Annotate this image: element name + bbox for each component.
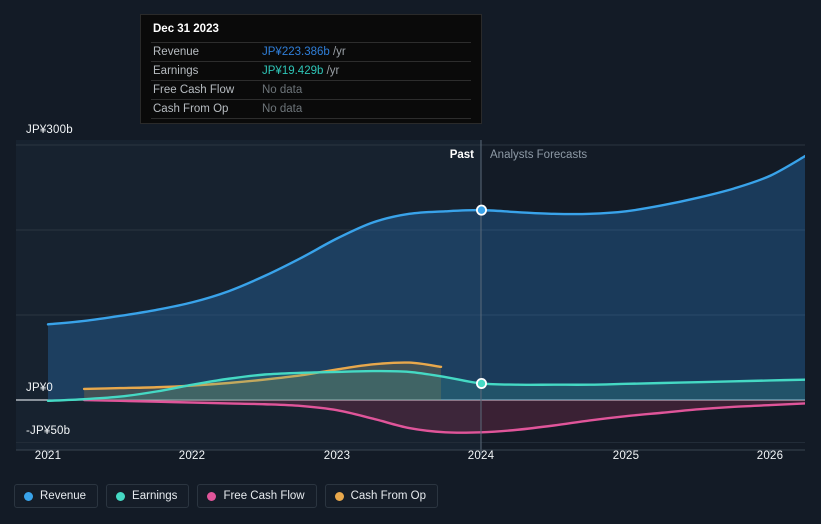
legend-item-free-cash-flow[interactable]: Free Cash Flow <box>197 484 317 508</box>
tooltip-row: Cash From Op No data <box>151 99 471 119</box>
tooltip-row: Free Cash Flow No data <box>151 80 471 100</box>
tooltip-row-label: Revenue <box>153 46 200 58</box>
legend-item-label: Cash From Op <box>350 490 427 502</box>
series-line <box>82 361 443 391</box>
tooltip-row: Revenue JP¥223.386b /yr <box>151 42 471 62</box>
legend-item-cash-from-op[interactable]: Cash From Op <box>324 484 439 508</box>
legend-color-dot-icon <box>334 491 344 501</box>
series-line <box>46 369 805 403</box>
y-axis-label: JP¥300b <box>26 124 73 136</box>
data-point-markers <box>475 204 487 389</box>
tooltip-row-value: No data <box>262 84 303 96</box>
series-line <box>46 154 805 326</box>
series-layer <box>46 154 805 434</box>
x-axis-label: 2024 <box>467 450 495 462</box>
marker-revenue[interactable] <box>475 204 487 216</box>
tooltip-row-label: Free Cash Flow <box>153 84 235 96</box>
x-axis-ticks <box>47 450 771 455</box>
y-axis-label: -JP¥50b <box>26 425 71 437</box>
tooltip: Dec 31 2023 Revenue JP¥223.386b /yr Earnin… <box>140 14 482 124</box>
series-revenue <box>46 154 805 400</box>
legend-color-dot-icon <box>207 491 217 501</box>
x-axis-label: 2021 <box>34 450 62 462</box>
tooltip-row: Earnings JP¥19.429b /yr <box>151 61 471 81</box>
series-line <box>82 398 805 434</box>
legend-item-label: Revenue <box>40 490 87 502</box>
y-axis-label: JP¥0 <box>26 382 54 394</box>
series-free-cash-flow <box>82 398 805 434</box>
series-area <box>48 156 805 400</box>
tooltip-row-label: Earnings <box>153 65 199 77</box>
tooltip-date: Dec 31 2023 <box>153 23 219 35</box>
tooltip-row-value: JP¥19.429b /yr <box>262 65 340 77</box>
x-axis-label: 2022 <box>178 450 206 462</box>
legend-item-label: Free Cash Flow <box>223 490 305 502</box>
chart-legend: Revenue Earnings Free Cash Flow Cash From O… <box>14 484 439 508</box>
legend-color-dot-icon <box>24 491 33 501</box>
tooltip-table: Revenue JP¥223.386b /yr Earnings JP¥19.429b… <box>151 42 471 119</box>
past-label: Past <box>449 149 474 161</box>
x-axis-label: 2023 <box>323 450 351 462</box>
legend-color-dot-icon <box>116 491 126 501</box>
legend-item-label: Earnings <box>132 490 178 502</box>
tooltip-row-label: Cash From Op <box>153 103 229 115</box>
tooltip-row-value: No data <box>262 103 303 115</box>
tooltip-row-value: JP¥223.386b /yr <box>262 46 346 58</box>
gridlines <box>16 144 805 443</box>
series-earnings <box>46 369 805 403</box>
series-area <box>84 400 805 433</box>
x-axis-label: 2026 <box>756 450 784 462</box>
x-axis-label: 2025 <box>612 450 640 462</box>
analysts-forecasts-label: Analysts Forecasts <box>490 149 588 161</box>
marker-earnings[interactable] <box>475 377 487 389</box>
legend-item-revenue[interactable]: Revenue <box>14 484 99 508</box>
legend-item-earnings[interactable]: Earnings <box>106 484 190 508</box>
